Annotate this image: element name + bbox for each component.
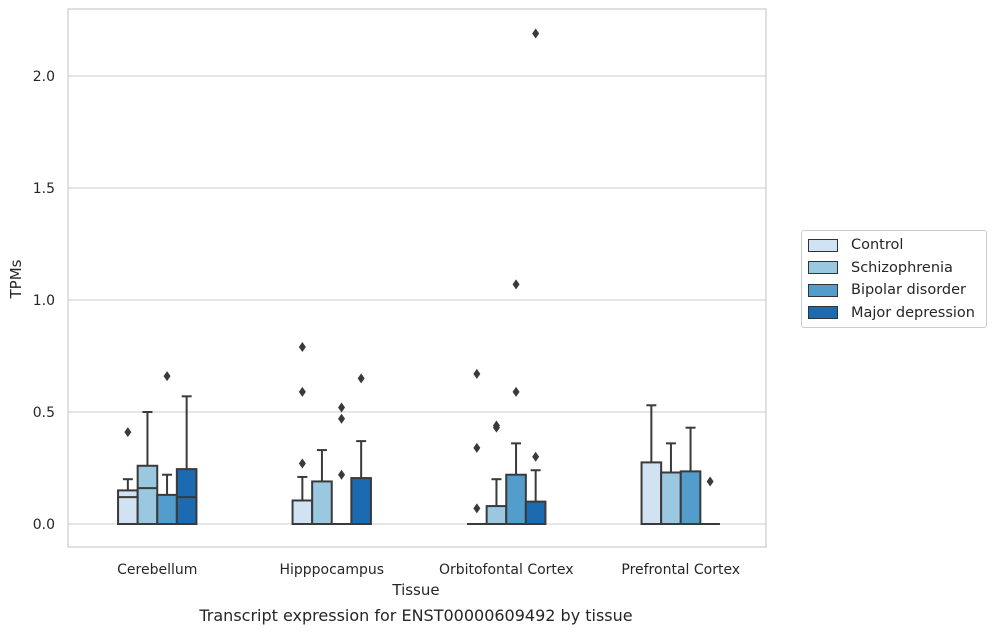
outlier-point [492,420,500,431]
plot-frame [67,8,767,548]
box [136,464,159,526]
y-tick-label: 0.5 [33,405,55,421]
outlier-point [357,373,365,384]
x-tick-label: Orbitofontal Cortex [439,562,574,578]
outlier-point [473,442,481,453]
outlier-point [163,371,171,382]
box [117,489,139,525]
legend-item-bipolar-disorder: Bipolar disorder [808,279,986,302]
box [640,461,663,525]
legend-swatch-major-depression [808,306,838,320]
legend-swatch-bipolar-disorder [808,283,838,297]
y-tick-label: 1.0 [33,293,55,309]
x-tick-label: Prefrontal Cortex [621,562,740,578]
box [505,473,527,525]
outlier-point [124,427,132,438]
legend-swatch-schizophrenia [808,261,838,275]
box [679,470,702,525]
outlier-point [338,469,346,480]
legend-swatch-control [808,238,838,252]
y-tick-label: 2.0 [33,69,55,85]
outlier-point [532,451,540,462]
x-tick-label: Hipppocampus [279,562,384,578]
legend-label: Control [851,237,904,254]
outlier-point [338,413,346,424]
x-tick-label: Cerebellum [117,562,197,578]
legend-label: Bipolar disorder [851,282,966,299]
box [291,499,314,526]
x-axis-title: Tissue [391,581,439,599]
outlier-point [298,342,306,353]
legend-label: Major depression [851,304,975,321]
box [311,480,333,526]
y-tick-label: 0.0 [33,517,55,533]
outlier-point [473,368,481,379]
legend-item-major-depression: Major depression [808,302,986,325]
outlier-point [338,402,346,413]
legend-label: Schizophrenia [851,259,953,276]
legend-item-control: Control [808,234,986,257]
outlier-point [532,28,540,39]
plot-marks [117,28,720,526]
outlier-point [512,386,520,397]
outlier-point [298,458,306,469]
chart-caption: Transcript expression for ENST0000060949… [199,606,633,625]
outlier-point [298,386,306,397]
axes: 0.0 0.5 1.0 1.5 2.0 Cerebellum Hipppocampus Orb… [33,8,767,578]
y-tick-label: 1.5 [33,181,55,197]
outlier-point [512,279,520,290]
box [660,471,682,526]
legend: Control Schizophrenia Bipolar disorder M… [801,230,987,328]
y-axis-title: TPMs [7,259,25,299]
box [350,477,372,525]
box [156,493,178,526]
outlier-point [473,503,481,514]
outlier-point [706,476,714,487]
grid-lines [68,75,766,525]
box [524,500,547,526]
box [485,505,508,525]
legend-item-schizophrenia: Schizophrenia [808,257,986,280]
